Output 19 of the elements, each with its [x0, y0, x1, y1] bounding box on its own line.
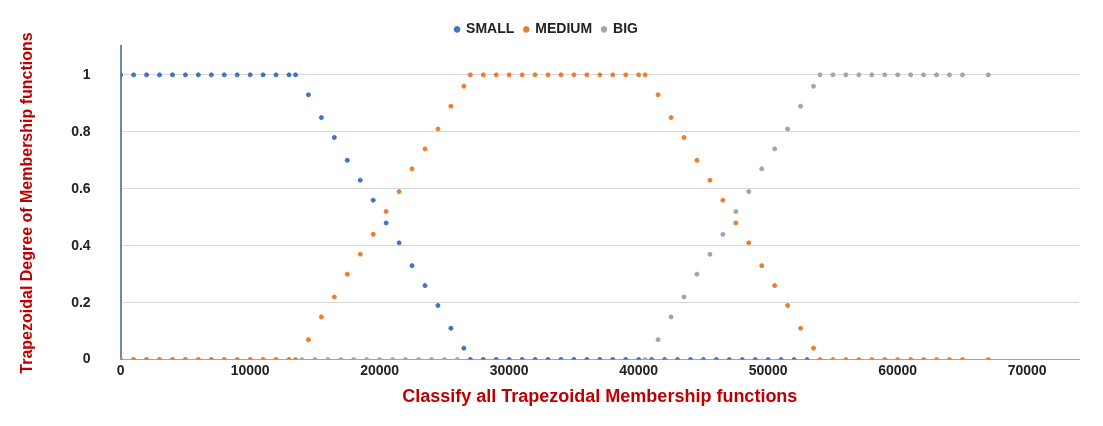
x-axis-title: Classify all Trapezoidal Membership functions — [402, 386, 798, 407]
y-axis-title: Trapezoidal Degree of Membership functions — [18, 32, 36, 374]
x-tick-label: 0 — [116, 361, 125, 378]
legend-label: MEDIUM — [535, 20, 593, 37]
x-tick-label: 40000 — [619, 361, 659, 378]
y-tick-label: 0.4 — [71, 236, 91, 253]
x-tick-label: 10000 — [230, 361, 270, 378]
y-tick-label: 0.8 — [71, 122, 91, 139]
y-tick-label: 0.6 — [71, 179, 91, 196]
x-tick-label: 70000 — [1007, 361, 1047, 378]
x-tick-label: 50000 — [748, 361, 788, 378]
y-tick-label: 0 — [82, 350, 91, 367]
y-tick-label: 0.2 — [71, 293, 91, 310]
legend-label: BIG — [613, 20, 639, 37]
x-tick-label: 60000 — [878, 361, 918, 378]
x-tick-label: 20000 — [360, 361, 400, 378]
legend-label: SMALL — [466, 20, 515, 37]
y-tick-label: 1 — [82, 65, 91, 82]
x-tick-label: 30000 — [489, 361, 529, 378]
